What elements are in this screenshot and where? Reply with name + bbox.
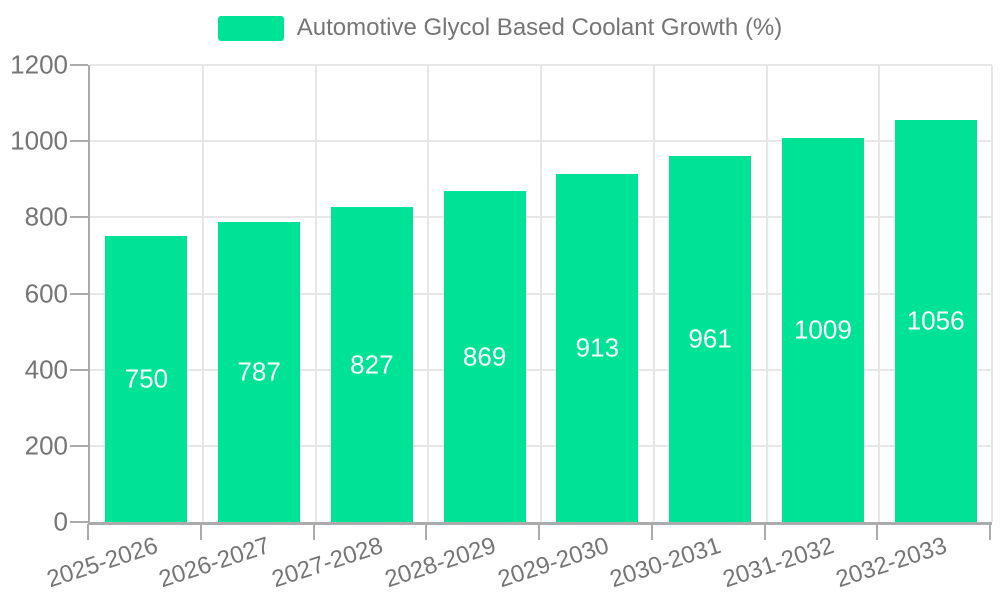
y-tick	[70, 292, 88, 295]
y-tick	[70, 64, 88, 66]
bar-value-label: 1009	[793, 314, 852, 345]
x-tick	[650, 524, 653, 540]
x-tick	[538, 524, 540, 540]
x-tick	[989, 524, 991, 540]
y-tick	[70, 140, 88, 143]
gridline-vertical	[314, 65, 317, 522]
x-tick	[763, 524, 766, 540]
x-axis-category-label: 2025-2026	[43, 532, 161, 594]
y-axis-tick-label: 1000	[10, 125, 68, 156]
x-axis-category-label: 2030-2031	[606, 532, 725, 594]
y-axis-ticks	[70, 64, 88, 523]
x-axis-category-label: 2029-2030	[494, 532, 612, 594]
bar-value-label: 750	[124, 363, 169, 394]
y-tick	[70, 521, 88, 523]
y-axis-tick-label: 400	[24, 354, 68, 385]
x-axis-ticks	[87, 524, 991, 540]
gridline-vertical	[878, 65, 881, 522]
bar-value-label: 787	[237, 356, 281, 387]
x-axis-category-label: 2027-2028	[268, 532, 387, 594]
gridline-vertical	[201, 65, 204, 522]
bar-2028-2029[interactable]: 869	[443, 191, 526, 522]
gridline-vertical	[652, 65, 655, 522]
x-tick	[425, 524, 428, 540]
x-tick	[312, 524, 315, 540]
bar-value-label: 827	[350, 349, 394, 380]
bar-value-label: 1056	[906, 305, 965, 336]
x-axis-category-label: 2032-2033	[832, 532, 950, 594]
gridline-vertical	[540, 65, 542, 522]
legend-swatch-icon	[217, 15, 284, 41]
x-axis-category-label: 2026-2027	[155, 532, 274, 594]
y-axis-tick-label: 200	[24, 430, 68, 461]
bar-2030-2031[interactable]: 961	[669, 156, 752, 522]
bar-2032-2033[interactable]: 1056	[894, 119, 977, 522]
bar-2029-2030[interactable]: 913	[556, 174, 639, 522]
x-axis-category-label: 2031-2032	[719, 532, 838, 594]
bar-value-label: 913	[575, 332, 620, 363]
x-tick	[87, 524, 89, 540]
plot-area: 750 787 827 869 913 961 1009 1056	[88, 64, 993, 525]
y-tick	[70, 216, 88, 219]
y-tick	[70, 368, 88, 371]
bar-2025-2026[interactable]: 750	[105, 236, 188, 522]
gridline-vertical	[765, 65, 768, 522]
bar-value-label: 961	[688, 323, 732, 354]
bar-2027-2028[interactable]: 827	[330, 207, 413, 522]
gridline-vertical	[427, 65, 430, 522]
y-axis-tick-label: 800	[24, 201, 68, 232]
x-tick	[199, 524, 202, 540]
legend-label: Automotive Glycol Based Coolant Growth (…	[296, 14, 783, 41]
x-axis-labels: 2025-2026 2026-2027 2027-2028 2028-2029 2029…	[0, 532, 1000, 600]
y-axis-labels: 0 200 400 600 800 1000 1200	[0, 50, 68, 537]
x-axis-category-label: 2028-2029	[381, 532, 499, 594]
gridline-vertical	[991, 65, 993, 522]
y-axis-tick-label: 0	[53, 506, 68, 537]
bar-2031-2032[interactable]: 1009	[781, 137, 864, 522]
bar-2026-2027[interactable]: 787	[218, 222, 301, 522]
chart-legend[interactable]: Automotive Glycol Based Coolant Growth (…	[0, 14, 1000, 42]
y-axis-tick-label: 1200	[10, 49, 68, 80]
bar-value-label: 869	[462, 341, 507, 372]
y-tick	[70, 444, 88, 447]
x-tick	[876, 524, 879, 540]
y-axis-tick-label: 600	[24, 278, 68, 308]
